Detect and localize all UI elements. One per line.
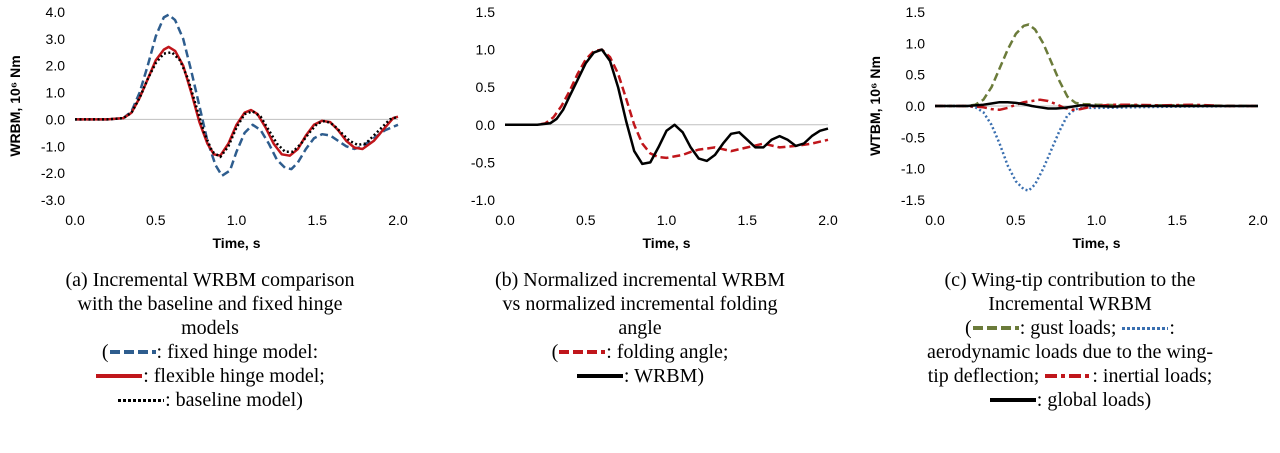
legend-swatch-flexible bbox=[96, 374, 143, 379]
x-tick-label: 2.0 bbox=[1248, 212, 1268, 228]
y-tick-label: 1.0 bbox=[906, 35, 926, 51]
caption-b: (b) Normalized incremental WRBM vs norma… bbox=[430, 268, 850, 388]
caption-c: (c) Wing-tip contribution to the Increme… bbox=[860, 268, 1280, 412]
series-line-0 bbox=[75, 13, 399, 178]
legend-swatch-aero bbox=[1122, 326, 1169, 330]
legend-line: ( : folding angle; bbox=[430, 340, 850, 364]
y-tick-label: 0.5 bbox=[476, 79, 496, 95]
caption-title-line: Incremental WRBM bbox=[988, 293, 1152, 315]
x-tick-label: 1.5 bbox=[308, 212, 328, 228]
y-tick-label: -1.0 bbox=[471, 192, 495, 208]
series-line-0 bbox=[505, 48, 829, 160]
legend-text-wrbm: : WRBM) bbox=[623, 365, 705, 387]
caption-title-line: (b) Normalized incremental WRBM bbox=[494, 269, 786, 291]
series-line-2 bbox=[75, 51, 399, 159]
y-tick-label: 3.0 bbox=[46, 31, 66, 47]
y-tick-label: -1.0 bbox=[41, 138, 65, 154]
x-tick-label: 0.0 bbox=[495, 212, 515, 228]
legend-open-paren: ( bbox=[551, 341, 559, 363]
y-tick-label: 2.0 bbox=[46, 58, 66, 74]
y-tick-label: 1.0 bbox=[46, 85, 66, 101]
chart-c: 1.51.00.50.0-0.5-1.0-1.50.0 0.5 1.0 1.5 2.0T… bbox=[867, 4, 1268, 251]
legend-text-aero-cont: tip deflection; bbox=[927, 365, 1045, 387]
y-tick-label: -2.0 bbox=[41, 165, 65, 181]
legend-text-fixed: : fixed hinge model: bbox=[156, 341, 319, 363]
caption-title-line: angle bbox=[618, 317, 662, 339]
caption-title-line: with the baseline and fixed hinge bbox=[77, 293, 343, 315]
x-tick-label: 0.0 bbox=[65, 212, 85, 228]
legend-text-baseline: : baseline model) bbox=[165, 389, 303, 411]
legend-line: : global loads) bbox=[860, 388, 1280, 412]
y-axis-label: WRBM, 10⁶ Nm bbox=[7, 55, 23, 156]
legend-swatch-fixed bbox=[109, 350, 156, 355]
x-tick-label: 1.5 bbox=[1168, 212, 1188, 228]
legend-swatch-inertial bbox=[1045, 374, 1092, 379]
chart-b: 1.51.00.50.0-0.5-1.00.0 0.5 1.0 1.5 2.0Time,… bbox=[471, 4, 838, 251]
legend-text-flexible: : flexible hinge model; bbox=[143, 365, 325, 387]
legend-text-folding: : folding angle; bbox=[606, 341, 729, 363]
panel-a: 4.0 3.0 2.0 1.0 0.0 -1.0 -2.0 -3.0 0.0 0.5 1.0 1.5 2… bbox=[0, 0, 420, 453]
legend-swatch-global bbox=[989, 398, 1036, 403]
chart-a: 4.03.02.01.00.0-1.0-2.0-3.00.0 0.5 1.0 1.5 2… bbox=[7, 4, 408, 251]
legend-text-gust: : gust loads; bbox=[1019, 317, 1122, 339]
y-tick-label: -1.0 bbox=[901, 161, 925, 177]
legend-text-aero: : bbox=[1169, 317, 1175, 339]
y-tick-label: 1.5 bbox=[906, 4, 926, 20]
series-line-0 bbox=[935, 23, 1259, 108]
x-tick-label: 2.0 bbox=[388, 212, 408, 228]
legend-swatch-gust bbox=[972, 326, 1019, 331]
legend-line: tip deflection; : inertial loads; bbox=[860, 364, 1280, 388]
legend-line: ( : fixed hinge model: bbox=[0, 340, 420, 364]
caption-title-line: (a) Incremental WRBM comparison bbox=[65, 269, 355, 291]
legend-text-global: : global loads) bbox=[1036, 389, 1152, 411]
legend-line: : WRBM) bbox=[430, 364, 850, 388]
legend-line: : baseline model) bbox=[0, 388, 420, 412]
y-tick-label: 0.0 bbox=[476, 117, 496, 133]
y-tick-label: 4.0 bbox=[46, 4, 66, 20]
x-tick-label: 1.5 bbox=[738, 212, 758, 228]
y-tick-label: -3.0 bbox=[41, 192, 65, 208]
series-line-1 bbox=[505, 48, 829, 166]
legend-swatch-folding bbox=[559, 350, 606, 355]
legend-swatch-baseline bbox=[118, 398, 165, 402]
legend-line: aerodynamic loads due to the wing- bbox=[926, 341, 1214, 363]
caption-title-line: vs normalized incremental folding bbox=[502, 293, 778, 315]
x-tick-label: 0.5 bbox=[1006, 212, 1026, 228]
y-tick-label: 0.5 bbox=[906, 67, 926, 83]
panel-b: 1.5 1.0 0.5 0.0 -0.5 -1.0 0.0 0.5 1.0 1.5 2.0 Time,… bbox=[430, 0, 850, 453]
x-axis-label: Time, s bbox=[643, 235, 691, 251]
x-tick-label: 1.0 bbox=[1087, 212, 1107, 228]
x-axis-label: Time, s bbox=[1073, 235, 1121, 251]
legend-open-paren: ( bbox=[101, 341, 109, 363]
x-tick-label: 0.0 bbox=[925, 212, 945, 228]
x-tick-label: 0.5 bbox=[576, 212, 596, 228]
y-axis-label: WTBM, 10⁶ Nm bbox=[867, 56, 883, 156]
legend-line: ( : gust loads; : bbox=[860, 316, 1280, 340]
x-tick-label: 2.0 bbox=[818, 212, 838, 228]
series-line-1 bbox=[75, 45, 399, 157]
x-tick-label: 1.0 bbox=[657, 212, 677, 228]
panel-c: 1.5 1.0 0.5 0.0 -0.5 -1.0 -1.5 0.0 0.5 1.0 1.5 2.0 T… bbox=[860, 0, 1280, 453]
caption-a: (a) Incremental WRBM comparison with the… bbox=[0, 268, 420, 412]
caption-title-line: (c) Wing-tip contribution to the bbox=[944, 269, 1196, 291]
legend-open-paren: ( bbox=[965, 317, 972, 339]
series-line-3 bbox=[935, 100, 1258, 110]
series-line-1 bbox=[935, 104, 1259, 192]
x-tick-label: 1.0 bbox=[227, 212, 247, 228]
x-axis-label: Time, s bbox=[213, 235, 261, 251]
y-tick-label: -0.5 bbox=[471, 154, 495, 170]
legend-line: : flexible hinge model; bbox=[0, 364, 420, 388]
legend-swatch-wrbm bbox=[576, 374, 623, 379]
caption-title-line: models bbox=[181, 317, 239, 339]
x-tick-label: 0.5 bbox=[146, 212, 166, 228]
y-tick-label: 1.5 bbox=[476, 4, 496, 20]
y-tick-label: 0.0 bbox=[906, 98, 926, 114]
y-tick-label: 0.0 bbox=[46, 111, 66, 127]
legend-text-inertial: : inertial loads; bbox=[1092, 365, 1213, 387]
y-tick-label: -0.5 bbox=[901, 129, 925, 145]
y-tick-label: 1.0 bbox=[476, 42, 496, 58]
y-tick-label: -1.5 bbox=[901, 192, 925, 208]
